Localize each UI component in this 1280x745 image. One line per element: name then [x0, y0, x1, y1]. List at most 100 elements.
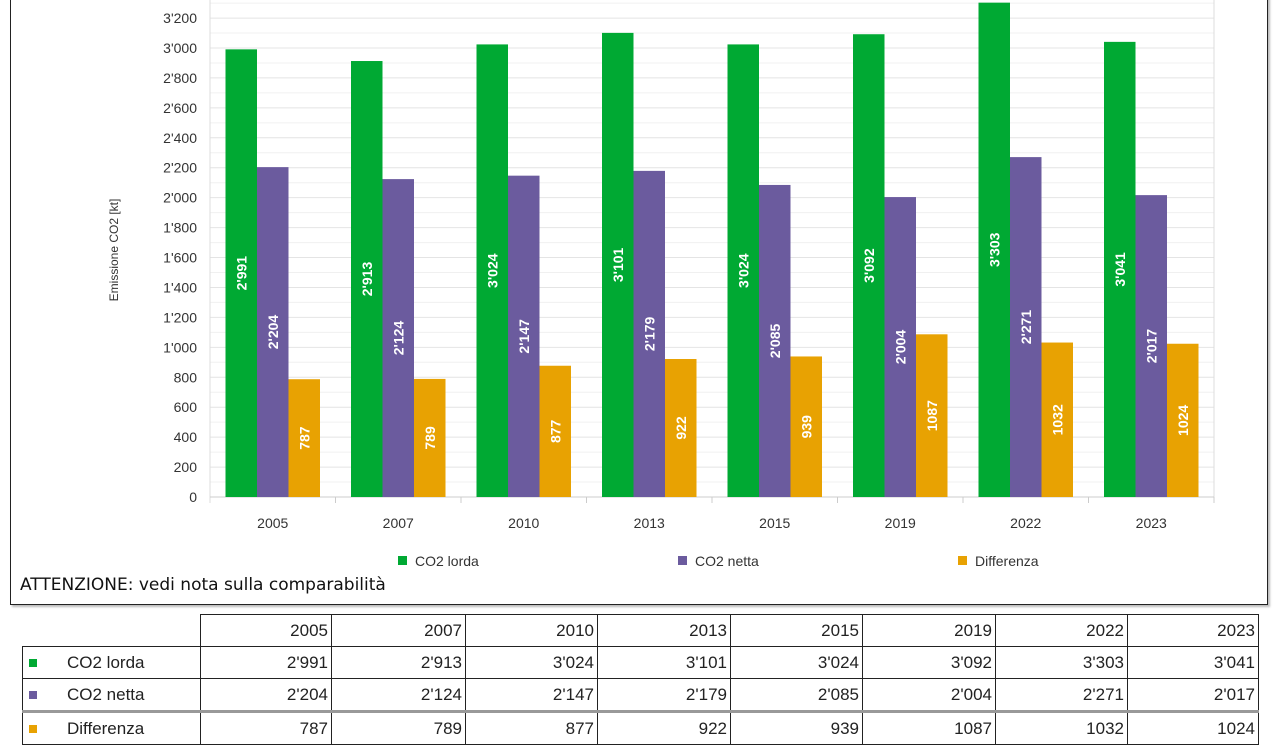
row-label-cell: CO2 netta [22, 678, 201, 713]
y-tick-label: 800 [174, 369, 198, 385]
table-cell: 1024 [1127, 711, 1259, 745]
y-tick-label: 600 [174, 399, 198, 415]
table-cell: 2'147 [465, 678, 598, 713]
bar [288, 379, 320, 497]
bar [508, 175, 540, 498]
table-row: CO2 netta 2'204 2'124 2'147 2'179 2'085 2'004 2… [22, 678, 1259, 713]
bar-data-label: 3'024 [484, 253, 500, 288]
bar-data-label: 2'085 [767, 324, 783, 359]
legend-swatch [29, 659, 37, 668]
table-header-cell: 2010 [465, 614, 598, 647]
bar-data-label: 2'004 [892, 330, 908, 365]
bar [759, 184, 791, 497]
bar-data-label: 2'204 [265, 315, 281, 350]
bar-data-label: 3'101 [610, 247, 626, 282]
table-cell: 922 [597, 711, 731, 745]
table-cell: 787 [200, 711, 332, 745]
table-header-cell: 2015 [730, 614, 863, 647]
bar [633, 170, 665, 497]
table-cell: 2'991 [200, 646, 332, 679]
y-tick-label: 0 [189, 489, 197, 505]
bar-data-label: 3'041 [1112, 252, 1128, 287]
y-tick-label: 2'200 [163, 160, 197, 176]
bar-data-label: 2'179 [641, 316, 657, 351]
chart-frame [10, 0, 1268, 605]
x-tick-label: 2013 [634, 515, 665, 531]
y-tick-label: 3'000 [163, 40, 197, 56]
bar-data-label: 2'147 [516, 319, 532, 354]
table-cell: 2'004 [862, 678, 996, 713]
y-tick-label: 1'600 [163, 250, 197, 266]
bar-data-label: 1024 [1175, 405, 1191, 436]
bar [853, 34, 885, 498]
bar-data-label: 1087 [924, 400, 940, 431]
y-tick-label: 2'600 [163, 100, 197, 116]
table-header-cell: 2022 [995, 614, 1128, 647]
bar [257, 167, 289, 497]
x-tick-label: 2007 [383, 515, 414, 531]
row-label-cell: CO2 lorda [22, 646, 201, 679]
table-row: Differenza 787 789 877 922 939 1087 1032 1024 [22, 711, 1259, 745]
bar-data-label: 2'124 [390, 321, 406, 356]
bar [1104, 41, 1136, 497]
table-cell: 3'024 [730, 646, 863, 679]
y-tick-label: 1'400 [163, 279, 197, 295]
table-cell: 2'017 [1127, 678, 1259, 713]
bar-chart: 0 200 400 600 800 1'000 1'200 1'400 1'600 1'800 2'… [107, 0, 1215, 569]
bar [1135, 195, 1167, 498]
legend-swatch [29, 725, 37, 734]
table-cell: 2'124 [331, 678, 466, 713]
bar [1167, 343, 1199, 497]
bar-data-label: 787 [296, 426, 312, 450]
bar-data-label: 2'991 [233, 256, 249, 291]
bar-data-label: 3'092 [861, 248, 877, 283]
table-cell: 2'085 [730, 678, 863, 713]
legend-swatch [678, 556, 687, 565]
bar-data-label: 2'271 [1018, 310, 1034, 345]
table-cell: 3'024 [465, 646, 598, 679]
bar [1010, 157, 1042, 497]
table-cell: 1032 [995, 711, 1128, 745]
bar [382, 179, 414, 497]
table-cell: 789 [331, 711, 466, 745]
table-cell: 2'271 [995, 678, 1128, 713]
table-cell: 939 [730, 711, 863, 745]
y-tick-label: 2'000 [163, 190, 197, 206]
legend-label: CO2 netta [695, 553, 759, 569]
y-tick-label: 200 [174, 459, 198, 475]
bar-data-label: 789 [422, 426, 438, 450]
x-tick-label: 2015 [759, 515, 790, 531]
x-tick-label: 2010 [508, 515, 539, 531]
bar-data-label: 3'303 [986, 232, 1002, 267]
x-tick-label: 2005 [257, 515, 288, 531]
bar [665, 359, 697, 497]
bar [916, 334, 948, 497]
bar-data-label: 3'024 [735, 253, 751, 288]
comparability-note: ATTENZIONE: vedi nota sulla comparabilit… [20, 575, 386, 595]
bar [1041, 342, 1073, 497]
y-tick-label: 1'200 [163, 309, 197, 325]
bar [539, 365, 571, 497]
table-cell: 3'092 [862, 646, 996, 679]
table-header-cell: 2023 [1127, 614, 1259, 647]
bar-data-label: 2'017 [1143, 329, 1159, 364]
bar [884, 197, 916, 497]
legend-swatch [29, 691, 37, 700]
bar [727, 44, 759, 498]
table-header-cell: 2007 [331, 614, 466, 647]
bar [225, 49, 257, 498]
table-cell: 3'101 [597, 646, 731, 679]
table-header-cell: 2013 [597, 614, 731, 647]
bar-data-label: 2'913 [359, 262, 375, 297]
row-label-cell: Differenza [22, 711, 201, 745]
y-axis-title: Emissione CO2 [kt] [107, 199, 121, 302]
row-label: CO2 lorda [67, 652, 145, 672]
y-tick-label: 2'400 [163, 130, 197, 146]
table-cell: 2'913 [331, 646, 466, 679]
table-cell: 877 [465, 711, 598, 745]
table-header-row: 2005 2007 2010 2013 2015 2019 2022 2023 [22, 614, 1259, 647]
bar-data-label: 877 [547, 419, 563, 443]
table-cell: 3'041 [1127, 646, 1259, 679]
table-cell: 2'179 [597, 678, 731, 713]
bar-data-label: 922 [673, 416, 689, 440]
